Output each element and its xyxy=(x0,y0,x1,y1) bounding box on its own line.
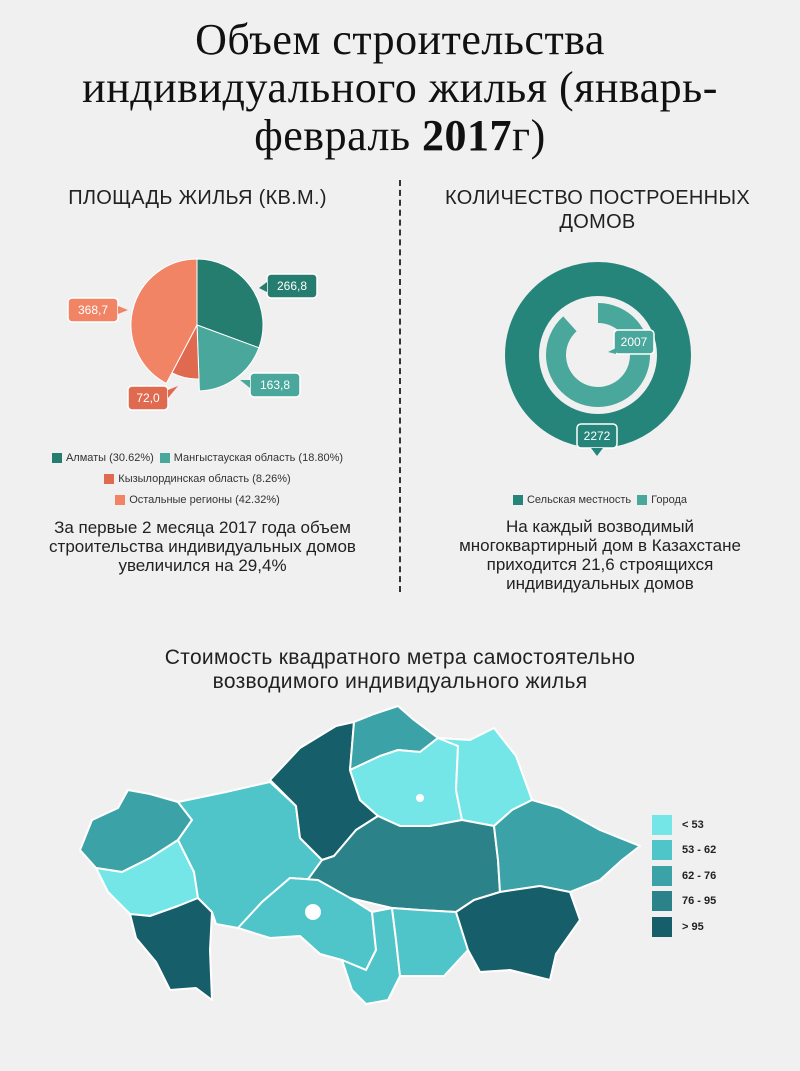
title-year: 2017 xyxy=(422,111,513,160)
pie-label-mangystau-text: 163,8 xyxy=(260,378,290,392)
legend-item-rural: Сельская местность xyxy=(512,493,632,506)
region-mangystau xyxy=(129,897,213,1001)
section-divider xyxy=(399,180,401,592)
pie-label-almaty: 266,8 xyxy=(259,273,318,299)
pie-slice-0 xyxy=(196,258,264,349)
left-note-line-1: За первые 2 месяца 2017 года объем xyxy=(54,518,351,537)
legend-swatch-mangystau xyxy=(159,452,170,463)
map-title-line-2: возводимого индивидуального жилья xyxy=(212,670,588,693)
legend-label-others: Остальные регионы (42.32%) xyxy=(129,493,280,506)
pie-legend: Алматы (30.62%) Мангыстауская область (1… xyxy=(10,447,385,510)
legend-swatch-others xyxy=(115,494,126,505)
map-legend-swatch-3 xyxy=(652,865,672,886)
map-legend-item-3: 62 - 76 xyxy=(652,863,716,889)
legend-item-mangystau: Мангыстауская область (18.80%) xyxy=(159,451,344,464)
map-legend-item-5: > 95 xyxy=(652,914,716,940)
right-note-line-2: многоквартирный дом в Казахстане xyxy=(459,536,741,555)
pie-label-almaty-text: 266,8 xyxy=(277,279,307,293)
left-note: За первые 2 месяца 2017 года объем строи… xyxy=(15,518,390,575)
map-legend-swatch-5 xyxy=(652,916,672,937)
title-line-3: февраль 2017г) xyxy=(0,112,800,160)
left-note-line-2: строительства индивидуальных домов xyxy=(49,537,356,556)
map-legend-item-2: 53 - 62 xyxy=(652,838,716,864)
legend-label-cities: Города xyxy=(651,493,688,506)
pie-chart-svg: 266,8 163,8 72,0 368,7 xyxy=(67,258,318,411)
radial-label-cities-box xyxy=(613,329,655,355)
pie-label-others-text: 368,7 xyxy=(78,303,108,317)
radial-label-rural-text: 2272 xyxy=(584,429,611,443)
map-legend: < 53 53 - 62 62 - 76 76 - 95 > 95 xyxy=(652,812,716,940)
radial-bar-0 xyxy=(505,262,691,448)
map-title: Стоимость квадратного метра самостоятель… xyxy=(0,646,800,694)
legend-item-almaty: Алматы (30.62%) xyxy=(51,451,154,464)
legend-item-others: Остальные регионы (42.32%) xyxy=(115,494,280,506)
region-zhambyl xyxy=(391,907,469,977)
map-legend-label-5: > 95 xyxy=(682,920,704,933)
map-title-line-1: Стоимость квадратного метра самостоятель… xyxy=(164,646,636,669)
map-legend-label-3: 62 - 76 xyxy=(682,869,717,882)
legend-label-almaty: Алматы (30.62%) xyxy=(65,451,154,464)
right-note-line-4: индивидуальных домов xyxy=(506,574,694,593)
astana-marker xyxy=(416,794,424,802)
radial-label-rural: 2272 xyxy=(576,423,618,456)
legend-item-kyzylorda: Кызылординская область (8.26%) xyxy=(104,472,291,485)
baikonur-marker xyxy=(305,904,321,920)
pie-label-mangystau-pointer xyxy=(240,380,250,388)
region-almaty xyxy=(455,885,581,981)
title-line-3-pre: февраль xyxy=(254,111,423,160)
right-note: На каждый возводимый многоквартирный дом… xyxy=(410,517,790,593)
page-title: Объем строительства индивидуального жиль… xyxy=(0,16,800,160)
pie-label-kyzylorda: 72,0 xyxy=(127,385,178,411)
radial-chart: 2007 2272 xyxy=(400,260,800,485)
radial-label-cities-text: 2007 xyxy=(621,335,648,349)
left-note-line-3: увеличился на 29,4% xyxy=(118,556,287,575)
pie-slice-3 xyxy=(130,258,198,385)
radial-chart-svg: 2007 2272 xyxy=(505,262,691,456)
radial-legend: Сельская местность Города xyxy=(410,489,790,510)
legend-label-kyzylorda: Кызылординская область (8.26%) xyxy=(118,472,291,485)
map-legend-item-4: 76 - 95 xyxy=(652,889,716,915)
region-east-kazakhstan xyxy=(493,799,641,893)
title-line-2: индивидуального жилья (январь- xyxy=(82,63,718,112)
radial-bar-1 xyxy=(546,303,650,407)
radial-label-cities-pointer xyxy=(608,348,616,354)
title-line-1: Объем строительства xyxy=(195,15,605,64)
legend-label-rural: Сельская местность xyxy=(526,493,632,506)
legend-swatch-cities xyxy=(637,494,648,505)
pie-label-kyzylorda-pointer xyxy=(168,386,178,398)
right-note-line-3: приходится 21,6 строящихся xyxy=(486,555,714,574)
left-section-heading: ПЛОЩАДЬ ЖИЛЬЯ (КВ.М.) xyxy=(68,187,327,209)
pie-label-almaty-pointer xyxy=(259,282,267,292)
right-note-line-1: На каждый возводимый xyxy=(505,517,695,536)
map-legend-swatch-1 xyxy=(652,814,672,835)
right-heading-line-2: ДОМОВ xyxy=(559,211,636,233)
map-legend-item-1: < 53 xyxy=(652,812,716,838)
title-line-3-post: г) xyxy=(512,111,546,160)
map-legend-swatch-4 xyxy=(652,891,672,912)
legend-label-mangystau: Мангыстауская область (18.80%) xyxy=(173,451,344,464)
right-section-heading: КОЛИЧЕСТВО ПОСТРОЕННЫХ ДОМОВ xyxy=(415,186,780,234)
legend-swatch-kyzylorda xyxy=(104,473,115,484)
kazakhstan-map xyxy=(79,705,641,1005)
map-legend-label-2: 53 - 62 xyxy=(682,844,717,857)
map-legend-swatch-2 xyxy=(652,840,672,861)
legend-item-cities: Города xyxy=(637,494,687,506)
pie-chart: 266,8 163,8 72,0 368,7 xyxy=(0,230,400,450)
radial-label-cities: 2007 xyxy=(608,329,655,355)
pie-label-mangystau: 163,8 xyxy=(240,372,301,398)
pie-slice-1 xyxy=(196,324,260,392)
pie-label-others: 368,7 xyxy=(67,297,128,323)
radial-label-rural-pointer xyxy=(591,448,603,456)
right-heading-line-1: КОЛИЧЕСТВО ПОСТРОЕННЫХ xyxy=(445,187,750,209)
legend-swatch-almaty xyxy=(51,452,62,463)
pie-label-others-pointer xyxy=(118,306,128,314)
map-legend-label-1: < 53 xyxy=(682,818,704,831)
legend-swatch-rural xyxy=(512,494,523,505)
map-legend-label-4: 76 - 95 xyxy=(682,895,717,908)
pie-label-kyzylorda-text: 72,0 xyxy=(136,391,160,405)
